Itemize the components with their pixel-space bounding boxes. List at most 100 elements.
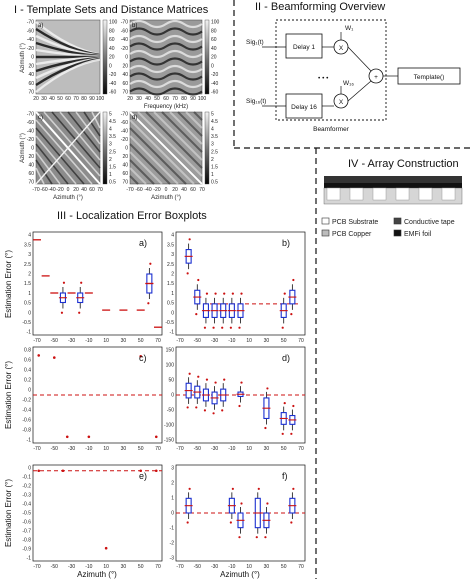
panel-d-ytick: 100 <box>166 363 175 369</box>
panel-b-outlier <box>221 326 224 329</box>
heatmap-d-stripe <box>129 143 171 185</box>
heatmap-d-stripe <box>129 119 195 185</box>
boxplot-label-a: a) <box>139 238 147 248</box>
panel-f-ytick: -2 <box>170 541 175 547</box>
heatmap-d-ytick: -20 <box>121 137 128 143</box>
panel-b-outlier <box>231 292 234 295</box>
heatmap-c-stripe <box>35 143 69 185</box>
heatmap-d-stripe <box>145 111 203 169</box>
heatmap-a-xtick: 40 <box>49 96 55 102</box>
colorbar-d-tick: 4 <box>211 127 214 133</box>
heatmap-c-ytick: -60 <box>27 120 34 126</box>
colorbar-d-tick: 1.5 <box>211 164 218 170</box>
panel-f-xtick: 30 <box>264 564 270 570</box>
panel-f-ytick: 3 <box>171 466 174 472</box>
heatmap-c-xtick: 70 <box>97 187 103 193</box>
panel-a-xtick: -50 <box>51 338 58 344</box>
xlabel-right: Azimuth (°) <box>220 570 260 579</box>
panel-b-xtick: 70 <box>298 338 304 344</box>
panel-label-b: b) <box>132 23 137 29</box>
heatmap-a-ytick: -20 <box>27 46 34 52</box>
panel-f-outlier <box>290 521 293 524</box>
panel-d-outlier <box>264 426 267 430</box>
panel-e-ytick: -0.4 <box>22 502 31 508</box>
heatmap-a-xtick: 30 <box>41 96 47 102</box>
heatmap-d-xtick: 20 <box>172 187 178 193</box>
section-dividers <box>233 0 474 579</box>
panel-d-outlier <box>221 409 224 412</box>
panel-a-xtick: 70 <box>155 338 161 344</box>
heatmap-b-xtick: 30 <box>136 96 142 102</box>
colorbar-d-tick: 3 <box>211 142 214 148</box>
signal-16-label: Sig₁₆(t) <box>246 98 266 105</box>
panel-c-ytick: 0 <box>28 388 31 394</box>
heatmap-b-ytick: -60 <box>121 28 128 34</box>
colorbar-a <box>102 19 108 95</box>
colorbar-c-tick: 1.5 <box>109 164 116 170</box>
panel-b-outlier <box>229 326 232 329</box>
panel-a-ytick: 4 <box>28 233 31 239</box>
heatmap-a-ytick: 60 <box>28 81 34 87</box>
panel-f-outlier <box>186 521 189 524</box>
heatmap-c-stripe <box>35 151 61 185</box>
heatmap-b-band <box>129 42 203 51</box>
panel-c-xtick: -10 <box>85 446 92 452</box>
boxplot-label-b: b) <box>282 238 290 248</box>
panel-c-xtick: -70 <box>33 446 40 452</box>
heatmap-b-band <box>129 72 203 81</box>
panel-a-ytick: 1 <box>28 291 31 297</box>
panel-b-ytick: 3 <box>171 252 174 258</box>
legend-pcb-substrate: PCB Substrate <box>332 219 378 226</box>
panel-a-outlier <box>149 262 152 265</box>
panel-a-ytick: -0.5 <box>22 320 31 326</box>
heatmap-b-band <box>129 87 203 96</box>
heatmap-d-stripe <box>153 111 203 161</box>
colorbar-c-tick: 2 <box>109 157 112 163</box>
panel-d-outlier <box>240 381 243 384</box>
heatmap-b-xtick: 20 <box>127 96 133 102</box>
panel-d-outlier <box>195 406 198 409</box>
colorbar-a-tick: 20 <box>109 55 115 61</box>
panel-c-outlier <box>65 435 69 439</box>
heatmap-d-stripe <box>129 127 187 185</box>
panel-a-outlier <box>62 281 66 284</box>
panel-b-outlier <box>214 292 217 295</box>
heatmap-c-xtick: 60 <box>89 187 95 193</box>
panel-b-outlier <box>197 278 200 282</box>
panel-c-xtick: 70 <box>155 446 161 452</box>
panel-b-xtick: 50 <box>281 338 287 344</box>
heatmap-a-ytick: 70 <box>28 90 34 96</box>
panel-f-ytick: 2 <box>171 481 174 487</box>
ylabel-row2: Estimation Error (°) <box>4 361 13 429</box>
heatmap-d-xtick: -20 <box>153 187 160 193</box>
panel-b-xtick: -50 <box>194 338 201 344</box>
panel-b-outlier <box>283 292 286 295</box>
panel-e-xtick: -30 <box>68 564 75 570</box>
heatmap-c-ytick: 40 <box>28 163 34 169</box>
heatmap-d-stripe <box>177 111 203 137</box>
panel-e-xtick: -70 <box>33 564 40 570</box>
panel-c-outlier <box>139 354 143 358</box>
colorbar-b-tick: -40 <box>211 81 218 87</box>
heatmap-c-antidiagonal <box>35 111 101 185</box>
emfi-foil-layer <box>324 183 462 188</box>
colorbar-d-tick: 5 <box>211 112 214 118</box>
colorbar-c-tick: 3.5 <box>109 134 116 140</box>
array-construction-diagram: PCB Substrate Conductive tape PCB Copper… <box>321 176 463 238</box>
heatmap-d-ytick: 70 <box>122 180 128 186</box>
delay-1-box <box>285 33 323 59</box>
heatmap-b-xtick: 50 <box>154 96 160 102</box>
panel-f-outlier <box>266 502 269 505</box>
panel-b-outlier <box>212 326 215 329</box>
panel-b-outlier <box>281 326 284 329</box>
heatmap-b-ytick: -20 <box>121 46 128 52</box>
weight-1-label: W₁ <box>345 25 354 32</box>
colorbar-a-tick: -40 <box>109 81 116 87</box>
sec1-ticks: -70-60-40-20020406070-70-60-40-200204060… <box>27 20 220 194</box>
panel-b-outlier <box>188 238 191 241</box>
panel-d-ytick: -100 <box>164 423 174 429</box>
heatmap-b <box>129 19 203 96</box>
heatmap-d-stripe <box>129 167 147 185</box>
panel-b-xtick: 30 <box>264 338 270 344</box>
panel-c-xtick: 50 <box>138 446 144 452</box>
